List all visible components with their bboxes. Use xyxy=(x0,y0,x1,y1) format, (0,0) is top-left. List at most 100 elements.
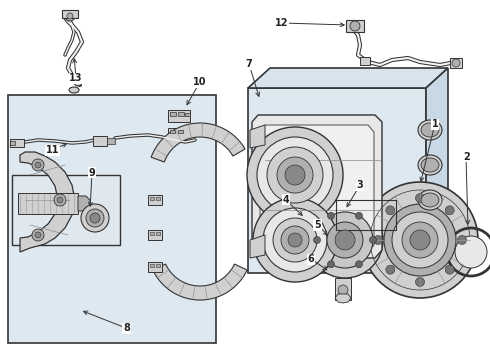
Bar xyxy=(150,197,154,200)
Circle shape xyxy=(369,237,376,243)
Circle shape xyxy=(281,226,309,254)
Circle shape xyxy=(267,147,323,203)
Circle shape xyxy=(338,285,348,295)
Circle shape xyxy=(452,59,460,67)
Polygon shape xyxy=(18,193,82,214)
Circle shape xyxy=(263,208,327,272)
Bar xyxy=(168,128,188,138)
Circle shape xyxy=(416,278,424,287)
Polygon shape xyxy=(250,125,265,148)
Circle shape xyxy=(32,159,44,171)
Circle shape xyxy=(273,218,317,262)
Circle shape xyxy=(314,237,320,243)
Bar xyxy=(93,136,107,146)
Text: 10: 10 xyxy=(193,77,207,87)
Polygon shape xyxy=(335,294,351,303)
Polygon shape xyxy=(426,68,448,273)
Polygon shape xyxy=(20,152,75,252)
Text: 6: 6 xyxy=(308,254,315,264)
Circle shape xyxy=(327,261,335,268)
Circle shape xyxy=(455,236,487,268)
Circle shape xyxy=(35,232,41,238)
Circle shape xyxy=(57,197,63,203)
Circle shape xyxy=(392,212,448,268)
Bar xyxy=(107,138,115,144)
Circle shape xyxy=(327,212,335,219)
Text: 7: 7 xyxy=(245,59,252,69)
Ellipse shape xyxy=(421,123,439,137)
Circle shape xyxy=(253,198,337,282)
Bar xyxy=(10,139,24,147)
Polygon shape xyxy=(153,264,247,300)
Bar xyxy=(156,232,160,235)
Text: 13: 13 xyxy=(69,73,83,84)
Bar xyxy=(170,130,175,133)
Circle shape xyxy=(445,206,454,215)
Circle shape xyxy=(74,78,82,86)
Bar xyxy=(168,110,190,122)
Text: 12: 12 xyxy=(275,18,289,28)
Bar xyxy=(178,112,184,116)
Polygon shape xyxy=(291,203,343,273)
Text: 2: 2 xyxy=(463,152,470,162)
Ellipse shape xyxy=(421,158,439,172)
Circle shape xyxy=(335,230,355,250)
Bar xyxy=(156,197,160,200)
Circle shape xyxy=(384,204,456,276)
Circle shape xyxy=(285,165,305,185)
Bar xyxy=(150,264,154,267)
Circle shape xyxy=(327,222,363,258)
Circle shape xyxy=(356,212,363,219)
Ellipse shape xyxy=(69,87,79,93)
Bar xyxy=(336,200,396,230)
Circle shape xyxy=(373,235,383,244)
Circle shape xyxy=(86,209,104,227)
Circle shape xyxy=(445,265,454,274)
Polygon shape xyxy=(151,123,245,162)
Circle shape xyxy=(35,162,41,168)
Bar xyxy=(148,230,162,240)
Ellipse shape xyxy=(418,120,442,140)
Ellipse shape xyxy=(421,193,439,207)
Ellipse shape xyxy=(418,190,442,210)
Text: 9: 9 xyxy=(89,168,96,178)
Bar xyxy=(450,58,462,68)
Text: 3: 3 xyxy=(357,180,364,190)
Bar xyxy=(156,264,160,267)
Circle shape xyxy=(386,265,395,274)
Circle shape xyxy=(277,157,313,193)
Text: 11: 11 xyxy=(46,145,60,156)
Polygon shape xyxy=(78,196,90,211)
Ellipse shape xyxy=(418,155,442,175)
Circle shape xyxy=(416,194,424,202)
Circle shape xyxy=(317,212,373,268)
Bar xyxy=(150,232,154,235)
Circle shape xyxy=(307,202,383,278)
Polygon shape xyxy=(248,68,448,88)
Bar xyxy=(248,88,426,273)
Circle shape xyxy=(81,204,109,232)
Bar xyxy=(148,195,162,205)
Polygon shape xyxy=(250,235,265,258)
Circle shape xyxy=(90,213,100,223)
Circle shape xyxy=(356,261,363,268)
Circle shape xyxy=(54,194,66,206)
Polygon shape xyxy=(260,125,374,252)
Circle shape xyxy=(67,13,73,19)
Bar xyxy=(8,95,216,343)
Text: 1: 1 xyxy=(432,119,439,129)
Bar xyxy=(170,112,176,116)
Bar xyxy=(62,10,78,18)
Bar xyxy=(148,262,162,272)
Polygon shape xyxy=(252,115,382,258)
Circle shape xyxy=(257,137,333,213)
Bar xyxy=(10,141,15,145)
Bar xyxy=(346,20,364,32)
Bar xyxy=(178,130,183,133)
Circle shape xyxy=(288,233,302,247)
Circle shape xyxy=(402,222,438,258)
Bar xyxy=(335,278,351,300)
Text: 5: 5 xyxy=(314,220,321,230)
Circle shape xyxy=(65,11,75,21)
Circle shape xyxy=(32,229,44,241)
